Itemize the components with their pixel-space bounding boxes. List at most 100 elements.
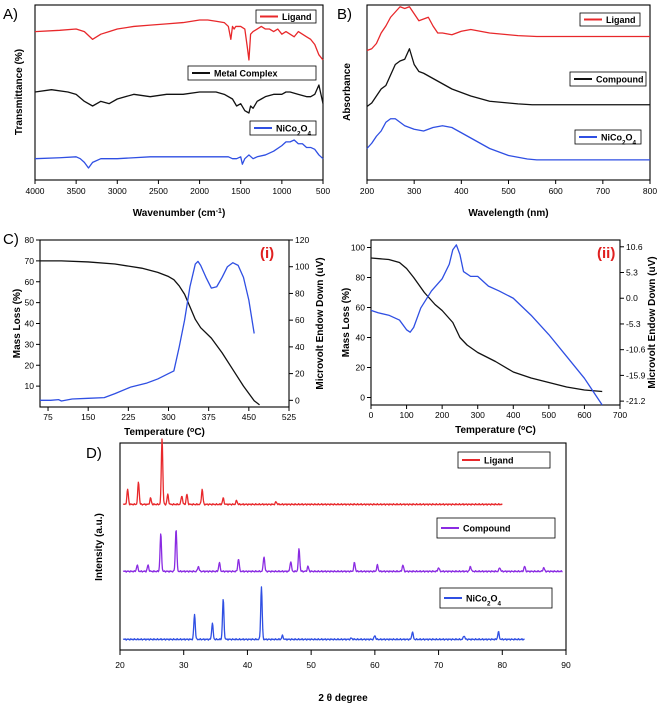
series-line-ligand	[34, 19, 324, 61]
x-tick-label: 375	[202, 412, 216, 422]
x-tick-label: 200	[435, 410, 449, 420]
x-tick-label: 225	[121, 412, 135, 422]
legend-label: Ligand	[606, 15, 636, 25]
panel-label: A)	[3, 6, 18, 23]
y-axis-title: Absorbance	[342, 63, 353, 121]
x-axis-title: Temperature (oC)	[124, 427, 205, 439]
legend-label: Compound	[463, 524, 511, 534]
legend-box	[255, 9, 317, 24]
y-right-tick-label: 10.6	[626, 242, 643, 252]
legend-nico2o4: NiCo2O4	[574, 129, 642, 146]
y-tick-label: 50	[25, 298, 35, 308]
series-line-ligand	[366, 6, 650, 52]
series-line-mass-loss	[40, 260, 260, 406]
x-axis-title: Wavenumber (cm-1)	[133, 208, 226, 220]
plot-frame	[34, 4, 324, 181]
y-right-tick-label: 80	[295, 288, 305, 298]
y-right-tick-label: 0.0	[626, 293, 638, 303]
legend-box	[574, 129, 642, 145]
legend-nico2o4: NiCo2O4	[439, 587, 553, 609]
y-right-tick-label: 0	[295, 395, 300, 405]
legend-box	[187, 65, 317, 81]
y-axis-title: Mass Loss (%)	[341, 288, 352, 357]
legend-compound: Compound	[436, 517, 556, 539]
y-right-tick-label: 5.3	[626, 268, 638, 278]
x-tick-label: 1000	[272, 186, 291, 196]
x-tick-label: 450	[242, 412, 256, 422]
x-tick-label: 4000	[26, 186, 45, 196]
panel-c-i: C) (i) 75 150 225 300 375 450 525 10 20 30 40 50 60 70 8…	[3, 231, 326, 438]
y-tick-label: 100	[351, 243, 365, 253]
y-right-tick-label: 100	[295, 262, 309, 272]
y-tick-label: 0	[360, 393, 365, 403]
x-tick-label: 1500	[231, 186, 250, 196]
y-tick-label: 70	[25, 256, 35, 266]
y-tick-label: 60	[25, 277, 35, 287]
y-tick-label: 80	[25, 235, 35, 245]
y-tick-label: 40	[356, 333, 366, 343]
y-tick-label: 80	[356, 273, 366, 283]
series-line-compound	[366, 48, 650, 108]
y-axis-title: Mass Loss (%)	[12, 289, 23, 358]
panel-a: A) 4000 3500 3000 2500 2000 1500 1000 500 Wavenum…	[3, 4, 330, 220]
y-right-tick-label: -15.9	[626, 370, 646, 380]
y-tick-label: 40	[25, 319, 35, 329]
legend-metal-complex: Metal Complex	[187, 65, 317, 81]
x-tick-label: 500	[501, 186, 515, 196]
series-line-microvolt	[40, 260, 255, 402]
y-right-tick-label: -21.2	[626, 396, 646, 406]
series-line-nico2o4	[34, 139, 324, 169]
x-tick-label: 500	[542, 410, 556, 420]
plot-frame	[119, 442, 567, 651]
legend-label: Ligand	[484, 456, 514, 466]
panel-label: C)	[3, 231, 19, 248]
x-tick-label: 525	[282, 412, 296, 422]
panel-tag: (i)	[260, 245, 274, 262]
x-axis-title: Temperature (oC)	[455, 425, 536, 437]
x-tick-label: 80	[498, 660, 508, 670]
series-line-compound	[122, 530, 563, 573]
legend-ligand: Ligand	[255, 9, 317, 24]
panel-d: D) 20 30 40 50 60 70 80 90 2 θ degree Intensity (a…	[86, 438, 571, 704]
series-line-microvolt	[370, 244, 603, 406]
x-tick-label: 90	[561, 660, 571, 670]
y-tick-label: 60	[356, 303, 366, 313]
y-tick-label: 10	[25, 381, 35, 391]
y-right-axis-title: Microvolt Endow Down (uV)	[315, 257, 326, 389]
x-tick-label: 70	[434, 660, 444, 670]
panel-label: D)	[86, 445, 102, 462]
series-line-ligand	[122, 438, 503, 506]
plot-frame	[39, 239, 290, 408]
plot-frame	[370, 239, 621, 406]
series-line-metal-complex	[34, 84, 324, 114]
x-tick-label: 3500	[67, 186, 86, 196]
y-tick-label: 30	[25, 339, 35, 349]
legend-box	[439, 587, 553, 609]
y-right-tick-label: 40	[295, 342, 305, 352]
series-line-nico2o4	[122, 586, 525, 641]
legend-box	[457, 451, 551, 469]
x-tick-label: 50	[306, 660, 316, 670]
x-tick-label: 100	[399, 410, 413, 420]
y-axis-title: Transmittance (%)	[14, 49, 25, 135]
x-tick-label: 500	[316, 186, 330, 196]
legend-box	[249, 120, 317, 136]
legend-ligand: Ligand	[579, 12, 641, 27]
x-tick-label: 60	[370, 660, 380, 670]
legend-box	[579, 12, 641, 27]
x-tick-label: 3000	[108, 186, 127, 196]
plot-frame	[366, 4, 651, 181]
y-right-tick-label: 120	[295, 235, 309, 245]
y-right-axis-title: Microvolt Endow Down (uV)	[647, 256, 658, 388]
x-tick-label: 600	[577, 410, 591, 420]
x-tick-label: 300	[161, 412, 175, 422]
x-tick-label: 300	[407, 186, 421, 196]
x-tick-label: 40	[243, 660, 253, 670]
panel-tag: (ii)	[597, 245, 615, 262]
y-right-tick-label: 20	[295, 369, 305, 379]
legend-box	[569, 71, 647, 87]
panel-c-ii: (ii) 0 100 200 300 400 500 600 700 0 20 40 60 80 100 10…	[341, 239, 658, 437]
y-axis-title: Intensity (a.u.)	[94, 513, 105, 581]
x-tick-label: 300	[471, 410, 485, 420]
x-tick-label: 2000	[190, 186, 209, 196]
